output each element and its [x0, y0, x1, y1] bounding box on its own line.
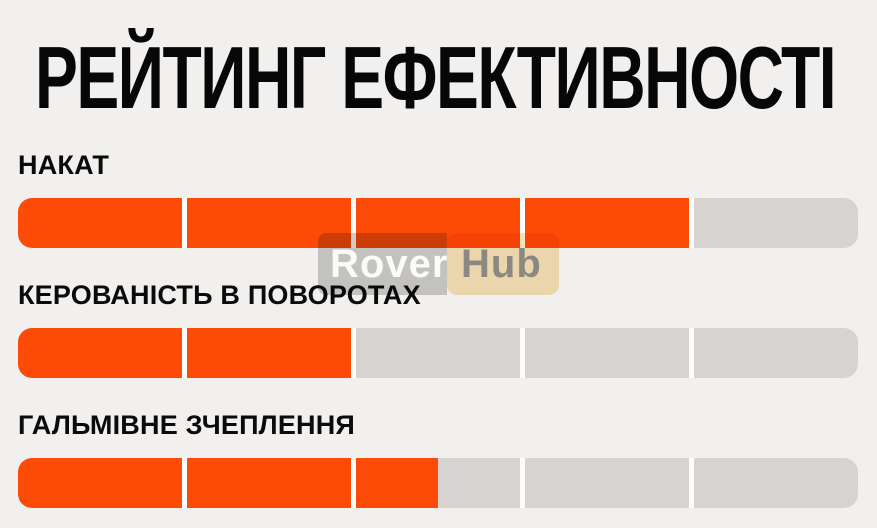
rating-segment	[694, 198, 858, 248]
rating-segment	[187, 458, 351, 508]
rating-segment	[356, 328, 520, 378]
rating-bar	[18, 328, 858, 378]
watermark-logo: Rover Hub	[318, 233, 559, 295]
rating-segment	[694, 328, 858, 378]
rating-row: ГАЛЬМІВНЕ ЗЧЕПЛЕННЯ	[18, 410, 858, 508]
rating-bar	[18, 458, 858, 508]
watermark-brand-rover: Rover	[330, 242, 449, 286]
rating-label-coasting: НАКАТ	[18, 150, 110, 180]
rating-row: КЕРОВАНІСТЬ В ПОВОРОТАХ	[18, 280, 858, 378]
rating-segment	[525, 458, 689, 508]
rating-label-braking-grip: ГАЛЬМІВНЕ ЗЧЕПЛЕННЯ	[18, 410, 356, 440]
watermark-background	[318, 233, 559, 295]
page-title: РЕЙТИНГ ЕФЕКТИВНОСТІ	[35, 28, 837, 127]
rating-segment	[18, 458, 182, 508]
rating-segment	[18, 328, 182, 378]
watermark-right-panel	[447, 233, 559, 295]
rating-segment	[187, 328, 351, 378]
watermark-brand-hub: Hub	[461, 242, 542, 286]
rating-segment	[18, 198, 182, 248]
watermark-left-panel	[318, 233, 447, 295]
rating-segment	[694, 458, 858, 508]
rating-segment	[525, 328, 689, 378]
rating-segment	[356, 458, 520, 508]
watermark-text: Rover Hub	[318, 233, 559, 295]
